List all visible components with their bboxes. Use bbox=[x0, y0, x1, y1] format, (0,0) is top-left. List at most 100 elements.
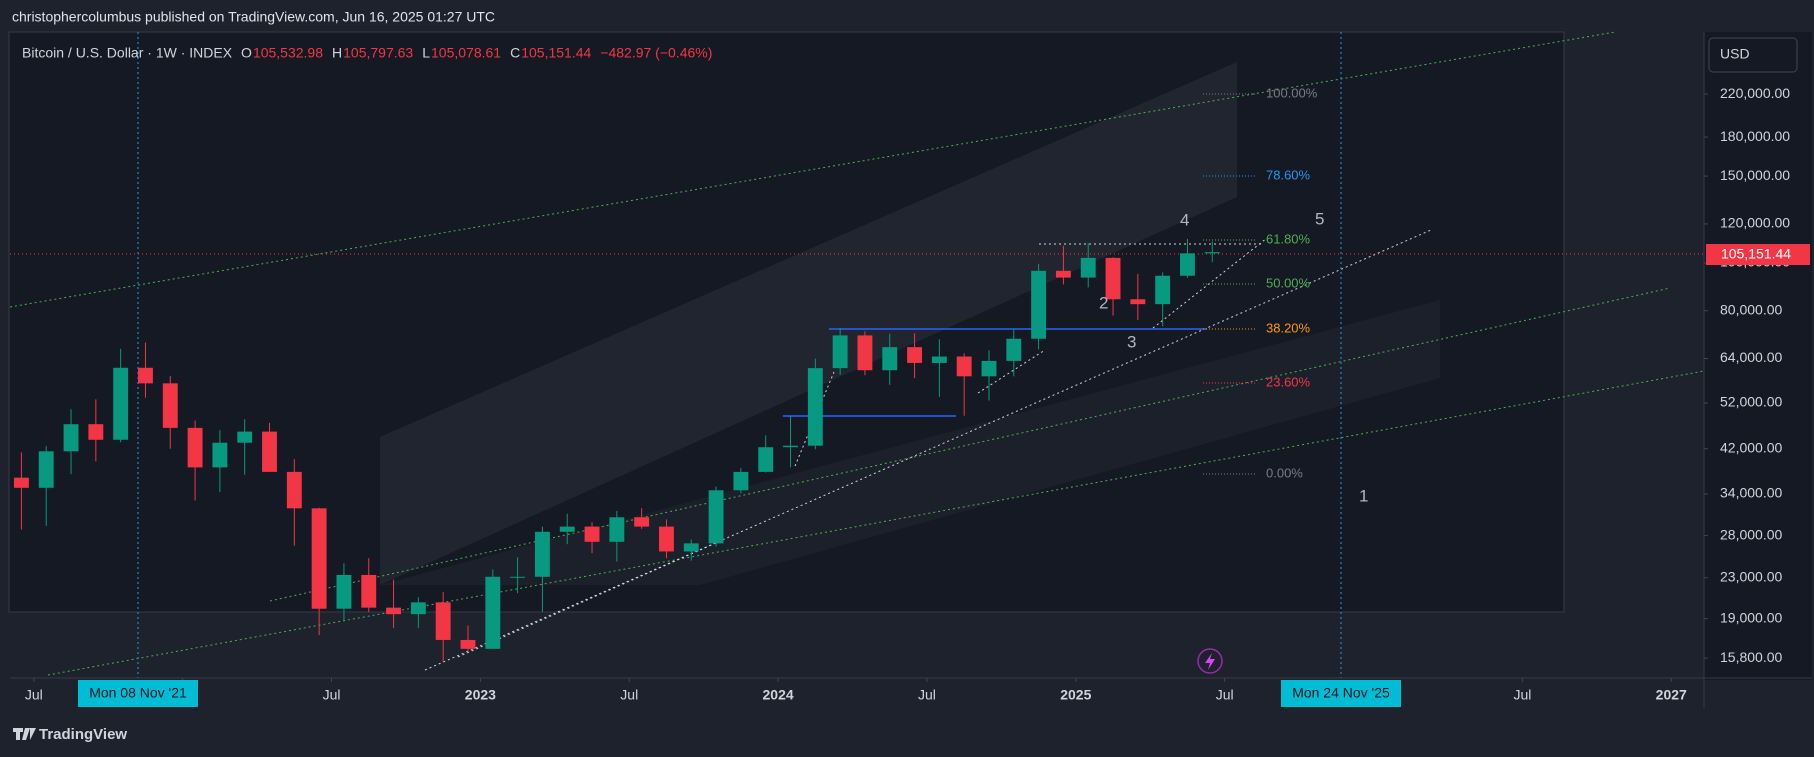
candle-body bbox=[311, 508, 327, 609]
candle-body bbox=[1105, 257, 1121, 300]
candle-body bbox=[931, 356, 947, 363]
candle-body bbox=[63, 424, 79, 452]
chart-panel bbox=[8, 31, 1565, 613]
x-tick-label: Jul bbox=[25, 687, 43, 703]
candle-body bbox=[1006, 338, 1022, 361]
candle-body bbox=[857, 335, 873, 371]
x-tick-label: 2027 bbox=[1656, 687, 1687, 703]
legend-item: 105,532.98 bbox=[253, 45, 323, 61]
x-tick-label: Jul bbox=[1513, 687, 1531, 703]
candle-body bbox=[807, 368, 823, 446]
candle-body bbox=[708, 490, 724, 544]
candle-body bbox=[361, 574, 377, 608]
legend-item: 105,151.44 bbox=[521, 45, 591, 61]
x-tick-label: Jul bbox=[1216, 687, 1234, 703]
currency-button[interactable] bbox=[1708, 37, 1798, 73]
x-tick-label: 2025 bbox=[1060, 687, 1091, 703]
x-tick-label: 2023 bbox=[465, 687, 496, 703]
y-tick-label: 120,000.00 bbox=[1720, 215, 1790, 231]
fib-label: 23.60% bbox=[1266, 374, 1311, 389]
fib-label: 78.60% bbox=[1266, 167, 1311, 182]
wave-labels: 1 2 3 4 5 bbox=[1099, 209, 1368, 505]
fib-label: 100.00% bbox=[1266, 85, 1318, 100]
candle-body bbox=[435, 602, 451, 640]
trendline bbox=[1152, 237, 1268, 329]
wave-label: 4 bbox=[1180, 210, 1189, 229]
legend-item: H bbox=[332, 45, 342, 61]
candle-body bbox=[38, 451, 54, 488]
y-tick-label: 23,000.00 bbox=[1720, 568, 1782, 584]
plot bbox=[9, 31, 1705, 678]
publisher: christophercolumbus published on Trading… bbox=[12, 9, 495, 25]
candle-body bbox=[510, 576, 526, 578]
crosshair-date-box bbox=[1281, 680, 1401, 707]
legend-item: L bbox=[422, 45, 430, 61]
candle-body bbox=[386, 607, 401, 615]
alert-bolt bbox=[1205, 653, 1215, 670]
y-tick-label: 150,000.00 bbox=[1720, 167, 1790, 183]
trendline bbox=[977, 349, 1046, 394]
candle-body bbox=[237, 431, 253, 443]
candle-body bbox=[609, 517, 625, 542]
candle-body bbox=[1155, 275, 1171, 305]
trendline bbox=[457, 542, 717, 658]
legend-item: 105,078.61 bbox=[431, 45, 501, 61]
candle-body bbox=[410, 602, 426, 615]
candle-body bbox=[534, 531, 550, 577]
fib-label: 38.20% bbox=[1266, 320, 1311, 335]
candle-body bbox=[1130, 299, 1146, 305]
channel-shade bbox=[380, 62, 1237, 585]
alert-icon[interactable] bbox=[1197, 648, 1223, 674]
candle-body bbox=[262, 431, 277, 472]
currency: USD bbox=[1720, 46, 1750, 62]
candle-body bbox=[956, 356, 972, 377]
wave-label: 3 bbox=[1127, 332, 1136, 351]
legend-item: C bbox=[510, 45, 520, 61]
x-tick-label: Jul bbox=[323, 687, 341, 703]
fib-levels: 100.00% 78.60% 61.80% 50.00% 38.20% 23.60% 0.0… bbox=[1203, 85, 1318, 480]
symbol-legend: Bitcoin / U.S. Dollar · 1W · INDEX O 105,5… bbox=[22, 45, 712, 61]
crosshair-date: Mon 24 Nov '25 bbox=[1292, 685, 1390, 701]
candle-body bbox=[1080, 257, 1096, 278]
trendline bbox=[424, 229, 1432, 671]
candle-body bbox=[634, 517, 650, 527]
x-tick-label: 2024 bbox=[763, 687, 794, 703]
fib-label: 61.80% bbox=[1266, 231, 1311, 246]
candle-body bbox=[832, 335, 848, 369]
candle-body bbox=[88, 424, 104, 440]
candle-body bbox=[1031, 270, 1047, 339]
candle-body bbox=[584, 526, 600, 542]
legend-item: O bbox=[241, 45, 252, 61]
candle-body bbox=[162, 383, 178, 428]
y-tick-label: 19,000.00 bbox=[1720, 609, 1782, 625]
y-tick-label: 28,000.00 bbox=[1720, 526, 1782, 542]
candle-body bbox=[336, 574, 352, 609]
candle-body bbox=[683, 543, 699, 552]
channel-line bbox=[9, 31, 1616, 308]
candle-body bbox=[460, 639, 476, 649]
candle-body bbox=[1204, 252, 1220, 254]
y-tick-label: 80,000.00 bbox=[1720, 301, 1782, 317]
candle-body bbox=[882, 347, 898, 371]
y-tick-label: 42,000.00 bbox=[1720, 439, 1782, 455]
candle-body bbox=[907, 347, 923, 363]
candle-body bbox=[758, 447, 774, 472]
y-tick-label: 220,000.00 bbox=[1720, 85, 1790, 101]
candle-body bbox=[13, 477, 29, 488]
candle-body bbox=[1055, 270, 1071, 278]
logo bbox=[13, 728, 36, 740]
y-tick-label: 52,000.00 bbox=[1720, 394, 1782, 410]
y-tick-label: 180,000.00 bbox=[1720, 128, 1790, 144]
candle-body bbox=[113, 367, 129, 440]
fib-label: 50.00% bbox=[1266, 275, 1311, 290]
x-tick-label: Jul bbox=[620, 687, 638, 703]
candle-body bbox=[733, 471, 749, 491]
crosshair-date: Mon 08 Nov '21 bbox=[89, 685, 187, 701]
green-channel bbox=[9, 31, 1705, 676]
candle-body bbox=[559, 526, 575, 532]
candle-body bbox=[981, 360, 997, 377]
legend-item: −482.97 (−0.46%) bbox=[600, 45, 712, 61]
candle-body bbox=[783, 445, 798, 448]
candle-body bbox=[286, 471, 302, 509]
